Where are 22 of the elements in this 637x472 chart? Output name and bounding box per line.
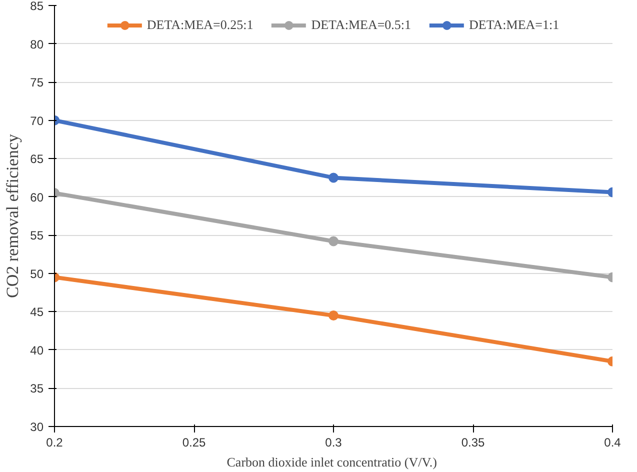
y-tick-label: 45 xyxy=(30,305,44,320)
y-tick-label: 75 xyxy=(30,76,44,90)
x-tick-label: 0.2 xyxy=(46,436,64,450)
x-tick-label: 0.25 xyxy=(182,436,206,450)
x-axis-title: Carbon dioxide inlet concentratio (V/V.) xyxy=(226,454,437,470)
y-tick-label: 30 xyxy=(30,420,44,434)
x-tick-label: 0.35 xyxy=(461,436,486,450)
x-tick-label: 0.4 xyxy=(604,436,622,450)
y-tick-label: 85 xyxy=(30,0,44,13)
y-tick-label: 50 xyxy=(30,266,44,281)
y-tick-label: 70 xyxy=(30,114,44,128)
y-axis-title: CO2 removal efficiency xyxy=(3,134,22,298)
y-tick-label: 55 xyxy=(30,228,44,243)
y-tick-label: 35 xyxy=(30,382,44,396)
legend-label: DETA:MEA=0.25:1 xyxy=(146,17,254,33)
x-tick-label: 0.3 xyxy=(325,436,342,450)
legend-label: DETA:MEA=1:1 xyxy=(469,17,560,33)
y-tick-label: 80 xyxy=(30,37,44,52)
y-tick-label: 60 xyxy=(30,190,44,204)
y-tick-label: 65 xyxy=(30,152,44,166)
legend-label: DETA:MEA=0.5:1 xyxy=(311,17,412,33)
y-tick-label: 40 xyxy=(30,343,44,358)
